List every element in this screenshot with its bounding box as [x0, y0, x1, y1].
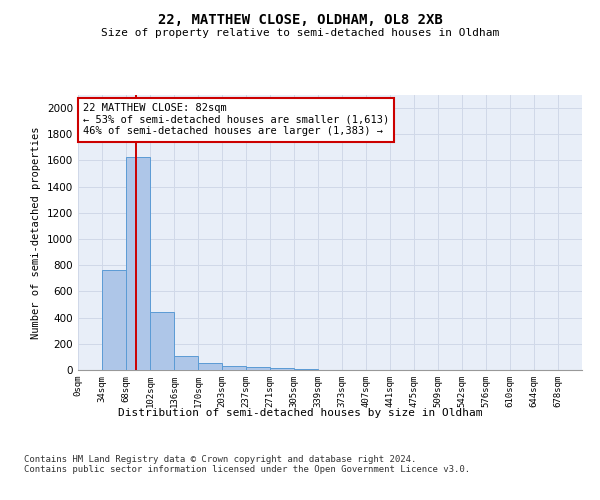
Bar [127, 156, 149, 370]
Bar [175, 356, 197, 370]
Y-axis label: Number of semi-detached properties: Number of semi-detached properties [31, 126, 41, 339]
Bar [295, 368, 317, 370]
Bar [223, 366, 245, 370]
Text: 22 MATTHEW CLOSE: 82sqm
← 53% of semi-detached houses are smaller (1,613)
46% of: 22 MATTHEW CLOSE: 82sqm ← 53% of semi-de… [83, 104, 389, 136]
Bar [199, 364, 221, 370]
Text: Size of property relative to semi-detached houses in Oldham: Size of property relative to semi-detach… [101, 28, 499, 38]
Text: Contains HM Land Registry data © Crown copyright and database right 2024.
Contai: Contains HM Land Registry data © Crown c… [24, 455, 470, 474]
Bar [271, 368, 293, 370]
Bar [103, 270, 125, 370]
Text: Distribution of semi-detached houses by size in Oldham: Distribution of semi-detached houses by … [118, 408, 482, 418]
Text: 22, MATTHEW CLOSE, OLDHAM, OL8 2XB: 22, MATTHEW CLOSE, OLDHAM, OL8 2XB [158, 12, 442, 26]
Bar [151, 312, 173, 370]
Bar [247, 368, 269, 370]
